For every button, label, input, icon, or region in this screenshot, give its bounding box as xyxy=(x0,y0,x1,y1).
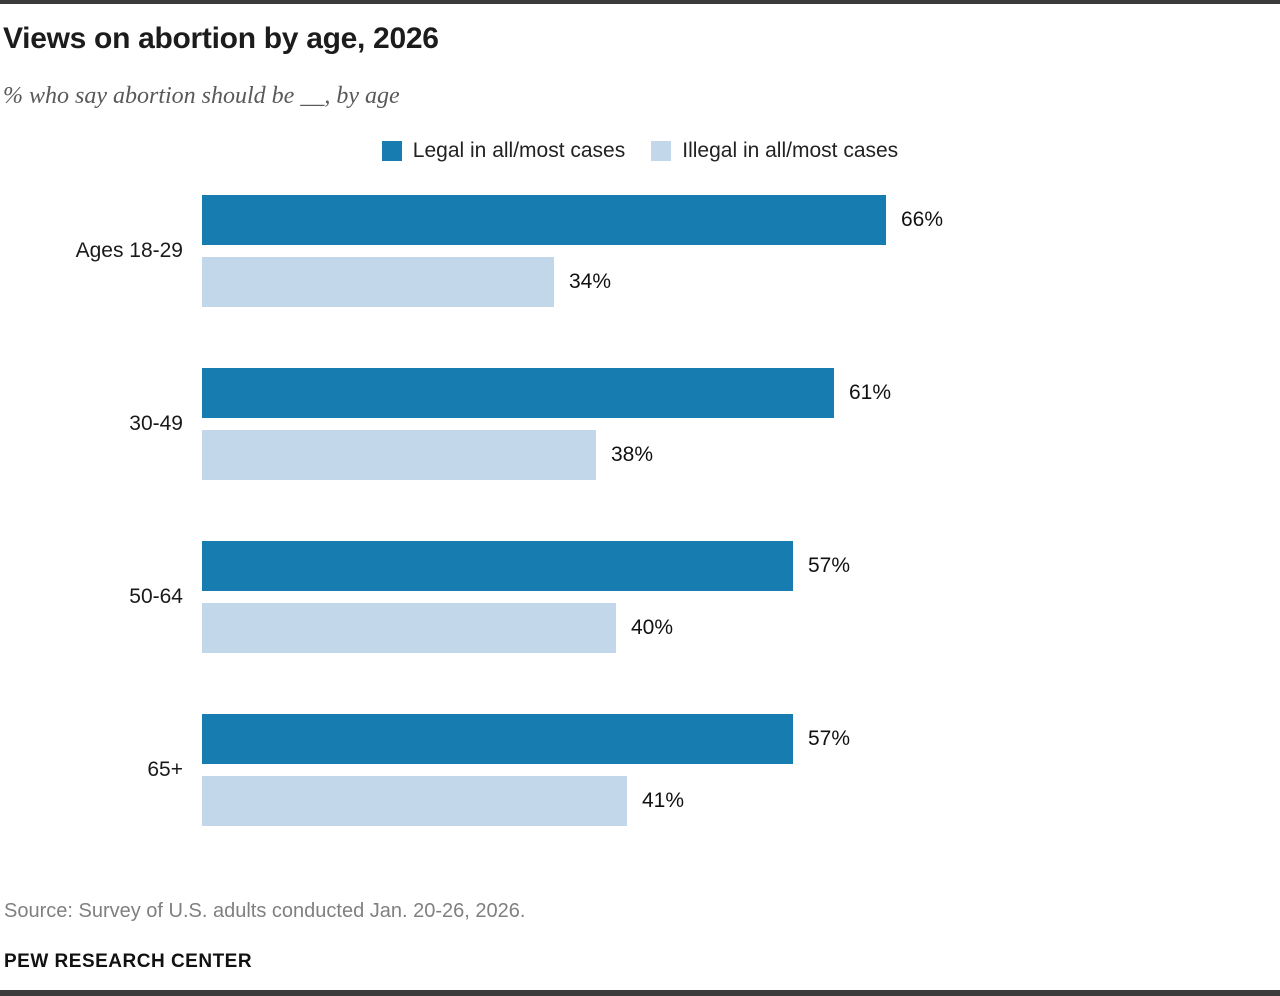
source-note: Source: Survey of U.S. adults conducted … xyxy=(4,900,526,922)
legend-item-illegal: Illegal in all/most cases xyxy=(651,139,898,163)
legend: Legal in all/most cases Illegal in all/m… xyxy=(0,139,1280,163)
value-label-illegal: 34% xyxy=(569,270,612,293)
legend-label-illegal: Illegal in all/most cases xyxy=(682,139,899,162)
bar-legal xyxy=(202,541,793,591)
value-label-illegal: 38% xyxy=(611,443,654,466)
category-label: 50-64 xyxy=(129,585,183,608)
value-label-illegal: 40% xyxy=(631,616,674,639)
bar-group-50-64: 50-64 57% 40% xyxy=(0,541,1280,653)
value-label-legal: 66% xyxy=(901,208,944,231)
legend-swatch-legal xyxy=(381,141,402,161)
bottom-rule xyxy=(0,990,1280,996)
bar-illegal xyxy=(202,257,554,307)
bar-legal xyxy=(202,714,793,764)
page-title: Views on abortion by age, 2026 xyxy=(3,22,439,55)
bar-illegal xyxy=(202,603,616,653)
value-label-legal: 57% xyxy=(808,727,851,750)
value-label-legal: 61% xyxy=(849,381,892,404)
bar-group-65-plus: 65+ 57% 41% xyxy=(0,714,1280,826)
legend-label-legal: Legal in all/most cases xyxy=(412,139,626,162)
chart-subtitle: % who say abortion should be __, by age xyxy=(3,83,400,109)
bar-group-30-49: 30-49 61% 38% xyxy=(0,368,1280,480)
category-label: 30-49 xyxy=(129,412,183,435)
bar-illegal xyxy=(202,430,596,480)
value-label-legal: 57% xyxy=(808,554,851,577)
top-rule xyxy=(0,0,1280,4)
legend-item-legal: Legal in all/most cases xyxy=(381,139,626,163)
bar-legal xyxy=(202,368,834,418)
bar-legal xyxy=(202,195,886,245)
bar-chart: Ages 18-29 66% 34% 30-49 61% xyxy=(0,195,1280,826)
legend-swatch-illegal xyxy=(651,141,672,161)
category-label: Ages 18-29 xyxy=(75,239,183,262)
category-label: 65+ xyxy=(147,758,183,781)
bar-illegal xyxy=(202,776,627,826)
brand-footer: PEW RESEARCH CENTER xyxy=(4,951,253,972)
value-label-illegal: 41% xyxy=(642,789,685,812)
bar-group-ages-18-29: Ages 18-29 66% 34% xyxy=(0,195,1280,307)
